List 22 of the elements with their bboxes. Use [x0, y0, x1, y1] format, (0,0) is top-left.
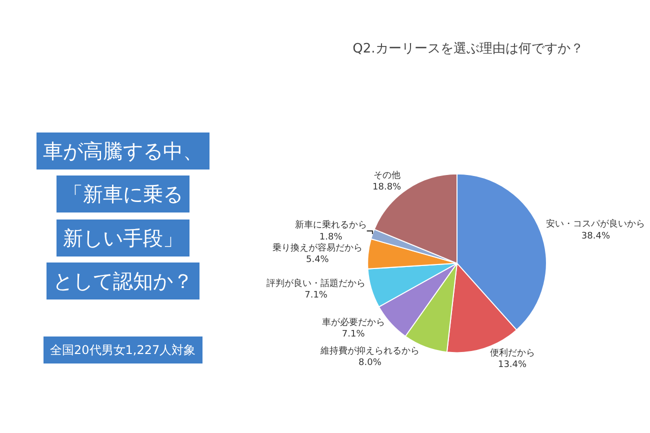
text: として認知か？ — [53, 269, 193, 293]
slice-label: 車が必要だから — [322, 316, 385, 328]
data-label: 1.8% — [319, 232, 343, 242]
text: 車が高騰する中、 — [43, 139, 203, 163]
slice-label: 新車に乗れるから — [294, 220, 367, 231]
slice-label: 乗り換えが容易だから — [272, 242, 362, 254]
data-label: 38.4% — [581, 231, 610, 242]
data-label: 7.1% — [304, 290, 328, 301]
text: 新しい手段」 — [63, 226, 183, 250]
data-label: 13.4% — [498, 360, 528, 370]
data-label: 5.4% — [306, 254, 330, 265]
data-label: 18.8% — [372, 182, 402, 193]
slice-label: その他 — [373, 170, 400, 181]
slice-label: 便利だから — [490, 347, 535, 358]
text: 「新車に乗る — [63, 182, 183, 206]
slice-label: 評判が良い・話題だから — [266, 278, 366, 290]
slice-label: 安い・コスパが良いから — [546, 218, 646, 230]
chart-title: Q2.カーリースを選ぶ理由は何ですか？ — [352, 41, 584, 56]
text: 全国20代男女1,227人対象 — [50, 343, 196, 357]
data-label: 8.0% — [358, 358, 382, 368]
slice-label: 維持費が抑えられるから — [319, 345, 420, 356]
data-label: 7.1% — [342, 329, 366, 340]
